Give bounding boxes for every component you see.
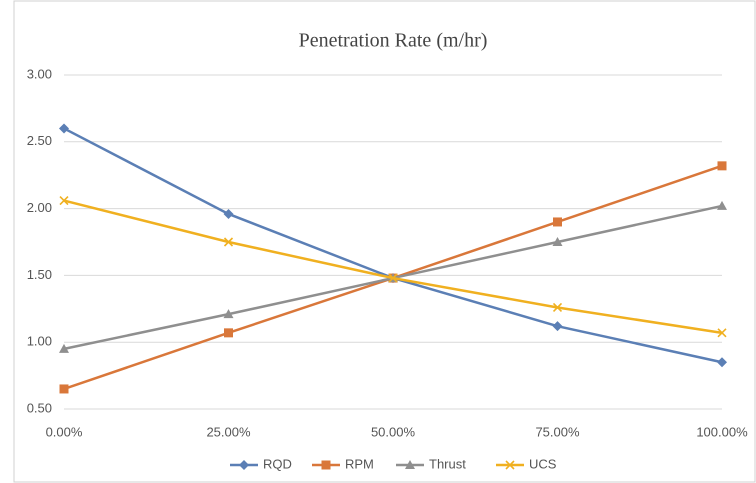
legend-label: RPM <box>345 456 374 471</box>
data-point <box>552 302 563 313</box>
legend-label: RQD <box>263 456 292 471</box>
x-tick-label: 0.00% <box>46 424 83 439</box>
x-tick-label: 75.00% <box>535 424 580 439</box>
legend-marker <box>321 460 331 470</box>
data-point <box>717 328 727 338</box>
data-point <box>59 343 69 353</box>
data-point <box>552 321 563 332</box>
data-point <box>717 357 727 368</box>
x-tick-label: 50.00% <box>371 424 416 439</box>
legend-marker <box>505 460 515 470</box>
y-tick-label: 3.00 <box>27 66 52 81</box>
data-point <box>223 237 234 247</box>
data-point <box>224 328 233 338</box>
y-tick-label: 2.50 <box>27 133 52 148</box>
chart-title: Penetration Rate (m/hr) <box>299 30 488 52</box>
legend-marker <box>405 460 415 469</box>
data-point <box>223 208 234 219</box>
y-tick-label: 1.00 <box>27 334 52 349</box>
legend-marker <box>239 460 249 470</box>
legend-label: UCS <box>529 456 557 471</box>
data-point <box>717 161 727 171</box>
data-point <box>552 237 563 246</box>
y-tick-label: 0.50 <box>27 400 52 415</box>
data-point <box>388 273 398 283</box>
data-point <box>59 196 69 206</box>
y-tick-label: 2.00 <box>27 200 52 215</box>
x-tick-label: 100.00% <box>696 424 748 439</box>
data-point <box>553 217 562 227</box>
data-point <box>223 309 234 319</box>
chart-frame <box>13 0 756 483</box>
data-point <box>59 384 69 394</box>
y-tick-label: 1.50 <box>27 267 52 282</box>
x-tick-label: 25.00% <box>206 424 251 439</box>
data-point <box>59 123 69 134</box>
data-point <box>717 200 727 210</box>
legend-label: Thrust <box>429 456 466 471</box>
